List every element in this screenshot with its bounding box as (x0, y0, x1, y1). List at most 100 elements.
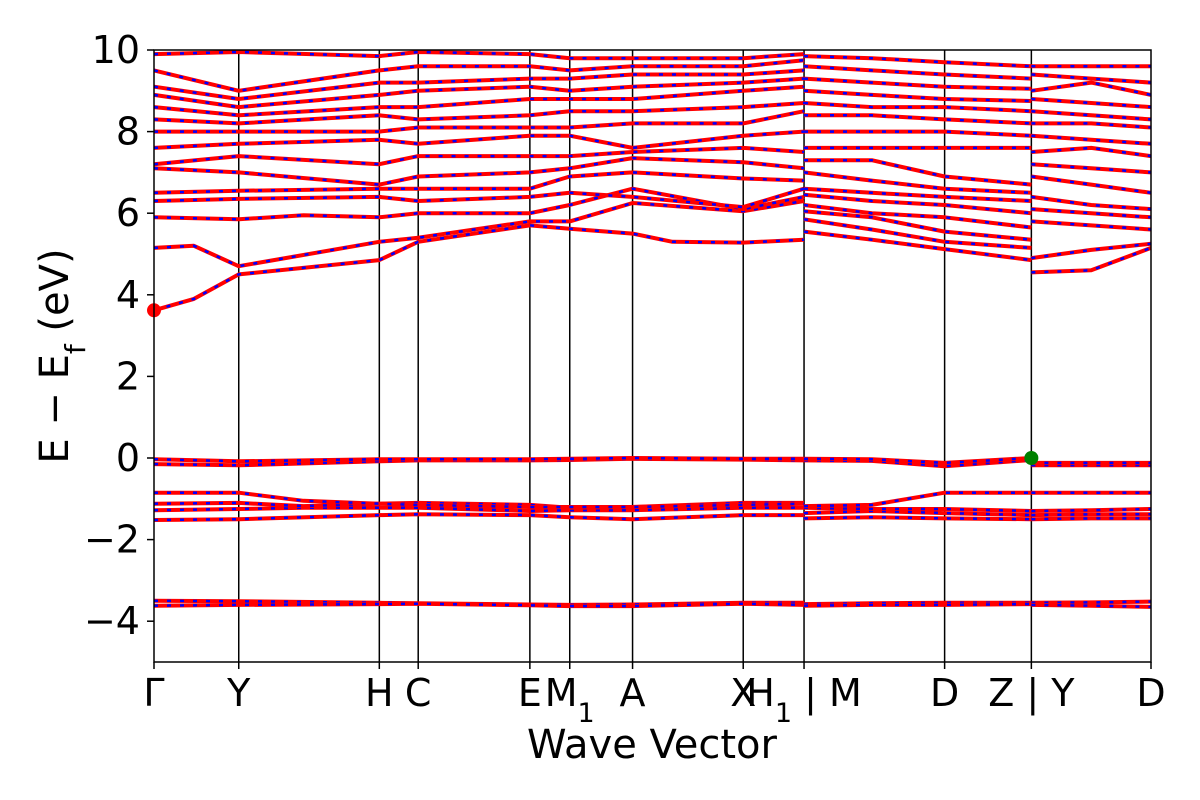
band-spin-down-46 (803, 54, 1032, 69)
band-spin-up-26 (803, 509, 1032, 517)
band-spin-up-30 (803, 456, 1032, 465)
band-spin-up-24 (803, 602, 1032, 607)
band-spin-up-35 (803, 193, 1032, 215)
band-spin-down-48 (1031, 602, 1152, 609)
band-spin-down-57 (1031, 219, 1152, 232)
band-spin-up-25 (803, 515, 1032, 521)
x-tick-label-7: X (730, 671, 756, 715)
band-spin-up-46 (803, 54, 1032, 68)
x-ticks: Γ Y H C E M1 A XH1 | M D Z | Y D (143, 662, 1166, 729)
x-tick-label-1: Y (226, 671, 251, 715)
band-spin-up-1 (153, 602, 805, 608)
band-spin-down-58 (1031, 207, 1152, 220)
y-tick-label: 4 (116, 273, 140, 317)
band-spin-up-38 (804, 158, 1032, 186)
x-tick-label-11: D (1136, 671, 1165, 715)
band-spin-up-9 (153, 199, 805, 268)
x-tick-label-3: C (405, 671, 432, 715)
y-axis-label: E − Ef (eV) (32, 248, 92, 463)
band-spin-down-63 (1031, 133, 1152, 146)
band-lines (153, 50, 1152, 609)
band-spin-up-16 (154, 109, 805, 133)
band-spin-down-59 (1031, 194, 1152, 212)
band-spin-down-61 (1031, 162, 1152, 175)
band-spin-up-36 (803, 187, 1032, 203)
band-spin-up-10 (153, 187, 805, 221)
band-spin-up-41 (804, 114, 1032, 125)
band-spin-down-43 (803, 88, 1032, 103)
band-spin-down-66 (1031, 97, 1152, 110)
band-spin-up-33 (803, 209, 1032, 241)
band-spin-down-65 (1031, 109, 1152, 122)
band-spin-down-40 (804, 129, 1032, 138)
band-spin-up-2 (153, 513, 804, 522)
x-tick-label-4: E (518, 671, 542, 715)
y-tick-label: 2 (116, 354, 140, 398)
band-spin-down-13 (153, 156, 805, 187)
band-spin-up-0 (153, 599, 804, 607)
band-spin-down-49 (1031, 516, 1151, 522)
band-spin-up-13 (153, 156, 805, 186)
y-tick-label: 0 (116, 436, 140, 480)
band-spin-up-21 (153, 58, 805, 93)
plot-frame (153, 49, 1152, 663)
band-spin-up-20 (153, 69, 805, 101)
y-ticks: −4 −2 0 2 4 6 8 10 (84, 28, 154, 643)
band-spin-down-18 (153, 84, 805, 118)
band-spin-down-64 (1031, 121, 1152, 130)
x-tick-label-6: A (620, 671, 646, 715)
band-spin-up-27 (803, 506, 1032, 513)
band-spin-up-45 (803, 65, 1032, 80)
band-spin-up-43 (803, 89, 1032, 103)
band-spin-down-24 (803, 602, 1032, 608)
y-tick-label: 6 (116, 191, 140, 235)
band-spin-down-45 (803, 64, 1032, 81)
band-spin-up-44 (803, 77, 1032, 91)
band-spin-down-51 (1031, 507, 1152, 513)
band-spin-down-25 (803, 515, 1032, 522)
band-spin-up-15 (153, 130, 805, 150)
band-spin-up-12 (153, 171, 805, 195)
band-spin-down-62 (1031, 145, 1152, 159)
band-spin-up-11 (153, 187, 805, 209)
band-spin-down-50 (1031, 512, 1151, 518)
band-spin-down-56 (1031, 241, 1152, 261)
x-tick-label-2: H (365, 671, 394, 715)
band-spin-down-67 (1031, 80, 1152, 97)
band-spin-down-44 (803, 76, 1032, 91)
y-tick-label: 10 (92, 28, 140, 72)
x-tick-label-5: M1 (545, 671, 595, 729)
band-spin-up-5 (154, 491, 805, 509)
band-spin-up-17 (153, 101, 805, 125)
extrema-markers (147, 303, 1039, 465)
band-spin-up-42 (803, 101, 1032, 113)
band-spin-up-29 (803, 458, 1032, 468)
x-axis-label: Wave Vector (527, 722, 778, 768)
band-spin-down-55 (1031, 246, 1152, 275)
band-spin-up-19 (153, 77, 805, 109)
band-spin-down-68 (1031, 72, 1152, 85)
band-spin-up-7 (153, 456, 804, 463)
y-tick-label: 8 (116, 110, 140, 154)
x-tick-label-0: Γ (143, 671, 164, 715)
band-spin-up-6 (153, 457, 805, 467)
band-spin-down-60 (1031, 174, 1152, 195)
x-tick-label-10: Z | Y (988, 671, 1075, 716)
band-spin-down-8 (153, 223, 805, 313)
band-spin-up-32 (803, 218, 1032, 250)
band-spin-down-47 (1031, 599, 1152, 605)
band-spin-up-14 (153, 146, 805, 166)
y-tick-label: −4 (84, 599, 140, 643)
band-spin-up-28 (803, 491, 1032, 508)
band-spin-down-41 (804, 113, 1032, 126)
y-tick-label: −2 (84, 518, 140, 562)
band-spin-down-42 (803, 101, 1032, 114)
band-spin-up-34 (803, 203, 1032, 229)
band-spin-up-8 (153, 224, 805, 312)
band-spin-up-37 (803, 171, 1032, 195)
band-spin-up-22 (153, 50, 805, 60)
band-spin-up-40 (804, 130, 1032, 137)
band-spin-down-28 (803, 490, 1032, 509)
band-spin-up-3 (153, 506, 804, 513)
